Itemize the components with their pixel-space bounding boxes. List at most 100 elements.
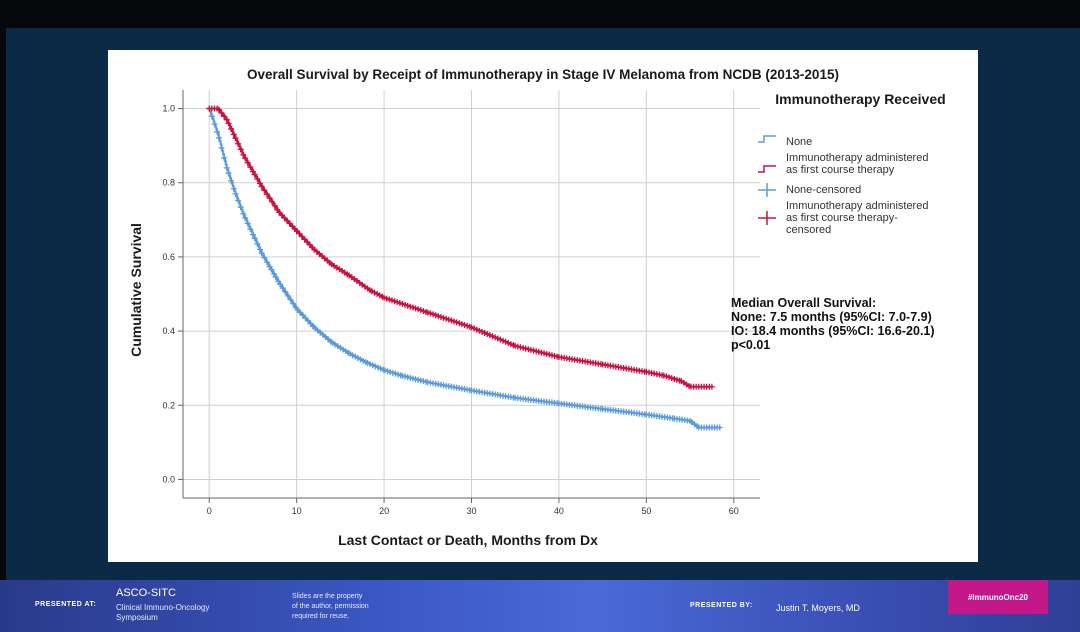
y-tick-label: 1.0 — [162, 104, 175, 114]
censor-mark — [272, 273, 279, 280]
legend-swatch-none-censored — [758, 183, 776, 197]
censor-mark — [230, 131, 237, 138]
axes — [178, 90, 760, 503]
y-tick-label: 0.2 — [162, 400, 175, 410]
notice-line-3: required for reuse. — [292, 613, 350, 620]
grid — [183, 90, 760, 498]
legend-item-io: Immunotherapy administered as first cour… — [786, 152, 928, 176]
tick-labels: 0 10 20 30 40 50 60 0.0 0.2 0.4 0.6 0.8 1.0 — [162, 104, 738, 516]
slide: Overall Survival by Receipt of Immunothe… — [108, 50, 978, 562]
censor-mark — [282, 288, 289, 295]
org-subtitle-2: Symposium — [116, 613, 158, 622]
censor-mark — [277, 281, 284, 288]
censor-mark — [247, 226, 254, 233]
censor-mark — [256, 246, 263, 253]
legend-item-io-line1: Immunotherapy administered — [786, 152, 929, 164]
censor-mark — [249, 231, 256, 238]
legend-swatch-io — [758, 165, 776, 173]
p-value: p<0.01 — [731, 338, 771, 352]
median-io: IO: 18.4 months (95%CI: 16.6-20.1) — [731, 324, 935, 338]
y-tick-label: 0.0 — [162, 474, 175, 484]
chart-title: Overall Survival by Receipt of Immunothe… — [247, 67, 839, 82]
notice-line-1: Slides are the property — [292, 593, 363, 600]
footer-banner: PRESENTED AT: ASCO-SITC Clinical Immuno-… — [0, 580, 1080, 632]
censor-mark — [235, 197, 242, 204]
censor-mark — [287, 296, 294, 303]
presented-by-label: PRESENTED BY: — [690, 602, 753, 609]
censor-mark — [214, 128, 221, 135]
legend-item-io-censored: Immunotherapy administered as first cour… — [786, 200, 928, 236]
censor-mark — [230, 185, 237, 192]
censor-mark — [263, 191, 270, 198]
censor-mark — [232, 190, 239, 197]
censor-mark — [221, 154, 228, 161]
censor-mark — [268, 266, 275, 273]
censor-mark — [254, 240, 261, 247]
censor-mark — [237, 146, 244, 153]
org-name: ASCO-SITC — [116, 587, 176, 599]
series-layer — [209, 107, 721, 429]
legend-item-none-censored: None-censored — [786, 184, 862, 196]
x-axis-label: Last Contact or Death, Months from Dx — [338, 532, 598, 548]
censor-mark — [258, 250, 265, 257]
censor-mark — [284, 292, 291, 299]
median-none: None: 7.5 months (95%CI: 7.0-7.9) — [731, 310, 932, 324]
censor-mark — [242, 214, 249, 221]
censor-mark — [279, 285, 286, 292]
censor-mark — [258, 183, 265, 190]
censor-mark — [244, 220, 251, 227]
legend-title: Immunotherapy Received — [775, 91, 946, 107]
censor-mark — [261, 254, 268, 261]
censor-mark — [244, 159, 251, 166]
censor-mark — [261, 187, 268, 194]
x-tick-label: 30 — [466, 506, 476, 516]
series-line-1 — [209, 107, 712, 388]
y-axis-label: Cumulative Survival — [128, 223, 144, 357]
x-tick-label: 0 — [207, 506, 212, 516]
censor-mark — [269, 199, 276, 206]
censor-mark — [218, 144, 225, 151]
censor-mark — [251, 171, 258, 178]
legend-item-none: None — [786, 136, 813, 148]
x-tick-label: 40 — [554, 506, 564, 516]
legend-swatch-io-censored — [758, 211, 776, 225]
censor-mark — [240, 210, 247, 217]
censor-mark — [208, 113, 215, 120]
presenter-name: Justin T. Moyers, MD — [776, 603, 860, 613]
x-tick-label: 10 — [292, 506, 302, 516]
legend-item-io-censored-line1: Immunotherapy administered — [786, 200, 929, 212]
censor-mark — [228, 177, 235, 184]
median-heading: Median Overall Survival: — [731, 296, 877, 310]
censor-mark — [215, 134, 222, 141]
notice-line-2: of the author, permission — [292, 603, 369, 610]
hashtag-badge: #ImmunoOnc20 — [948, 580, 1048, 614]
censor-mark — [225, 120, 232, 127]
censor-mark — [218, 109, 225, 116]
presented-at-label: PRESENTED AT: — [35, 601, 97, 608]
y-tick-label: 0.4 — [162, 326, 175, 336]
org-subtitle-1: Clinical Immuno-Oncology — [116, 603, 210, 612]
legend-swatch-none — [758, 135, 776, 143]
censor-mark — [237, 204, 244, 211]
censor-mark — [240, 151, 247, 158]
x-tick-label: 20 — [379, 506, 389, 516]
median-survival-annotation: Median Overall Survival: None: 7.5 month… — [731, 296, 981, 352]
x-tick-label: 60 — [729, 506, 739, 516]
censor-mark — [266, 195, 273, 202]
censor-mark — [271, 202, 278, 209]
series-line-0 — [209, 107, 721, 429]
censor-mark — [290, 300, 297, 307]
censor-mark — [232, 135, 239, 142]
censor-group-1 — [206, 105, 715, 390]
censor-mark — [254, 176, 261, 183]
censor-mark — [225, 170, 232, 177]
censor-mark — [235, 140, 242, 147]
legend-item-io-censored-line2: as first course therapy- — [786, 212, 898, 224]
censor-mark — [716, 424, 723, 431]
legend-item-io-line2: as first course therapy — [786, 164, 895, 176]
censor-mark — [215, 106, 222, 113]
km-chart: Overall Survival by Receipt of Immunothe… — [128, 67, 839, 548]
censor-mark — [708, 383, 715, 390]
censor-mark — [223, 116, 230, 123]
y-tick-label: 0.8 — [162, 178, 175, 188]
